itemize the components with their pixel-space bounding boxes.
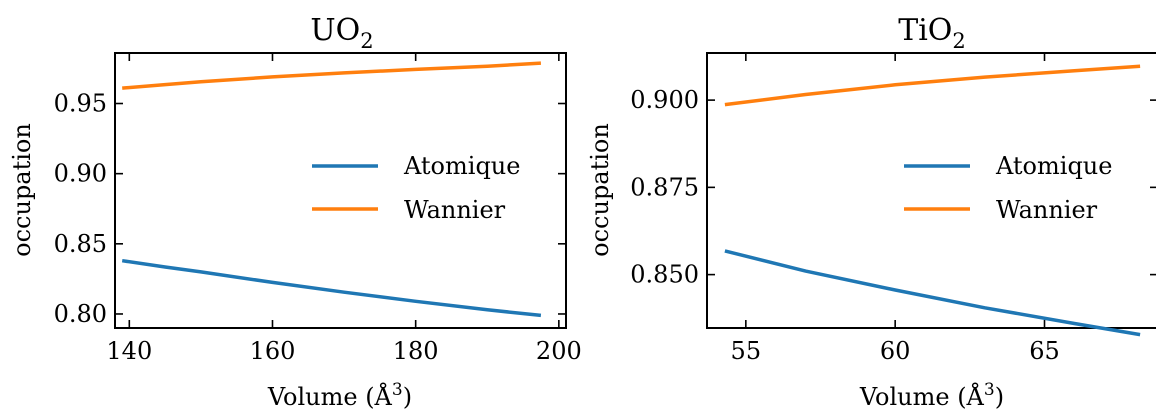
series-layer: [121, 61, 542, 318]
x-tick-label: 180: [393, 337, 439, 365]
legend-label-wannier: Wannier: [404, 196, 506, 224]
y-tick-label: 0.850: [630, 261, 699, 289]
tick-layer: 140 160 180 200 0.80 0.85 0.90 0.95: [54, 53, 582, 365]
plot-frame: [114, 52, 567, 329]
x-tick-label: 140: [106, 337, 152, 365]
x-tick-label: 160: [250, 337, 296, 365]
chart-title: TiO2: [898, 13, 966, 53]
tick-layer: 55 60 65 0.850 0.875 0.900: [630, 53, 1156, 365]
series-line-atomique: [121, 258, 542, 318]
legend-label-wannier: Wannier: [996, 196, 1098, 224]
y-tick-label: 0.90: [54, 160, 107, 188]
y-axis-label: occupation: [586, 123, 614, 257]
series-line-wannier: [122, 61, 542, 90]
legend: Atomique Wannier: [312, 152, 520, 224]
y-tick-label: 0.95: [54, 90, 107, 118]
x-tick-label: 200: [536, 337, 582, 365]
y-axis-label: occupation: [8, 123, 36, 257]
legend-label-atomique: Atomique: [403, 152, 520, 180]
legend-label-atomique: Atomique: [995, 152, 1112, 180]
legend: Atomique Wannier: [904, 152, 1112, 224]
y-tick-label: 0.900: [630, 86, 699, 114]
y-tick-label: 0.80: [54, 300, 107, 328]
chart-panel-tio2: TiO2 55 60 65 0.850 0.875 0.900 Atomique Wann…: [586, 13, 1156, 411]
x-tick-label: 65: [1029, 337, 1060, 365]
x-axis-label: Volume (Å3): [267, 380, 412, 411]
x-axis-label: Volume (Å3): [859, 380, 1004, 411]
x-tick-label: 60: [880, 337, 911, 365]
plot-frame: [706, 52, 1156, 329]
chart-title: UO2: [310, 13, 373, 53]
series-line-wannier: [724, 64, 1141, 107]
chart-panel-uo2: UO2 140 160 180 200 0.80 0.85 0.90 0.95 Atomiqu…: [8, 13, 582, 411]
series-line-atomique: [724, 249, 1141, 337]
y-tick-label: 0.85: [54, 230, 107, 258]
y-tick-label: 0.875: [630, 173, 699, 201]
x-tick-label: 55: [731, 337, 762, 365]
series-layer: [724, 64, 1141, 337]
